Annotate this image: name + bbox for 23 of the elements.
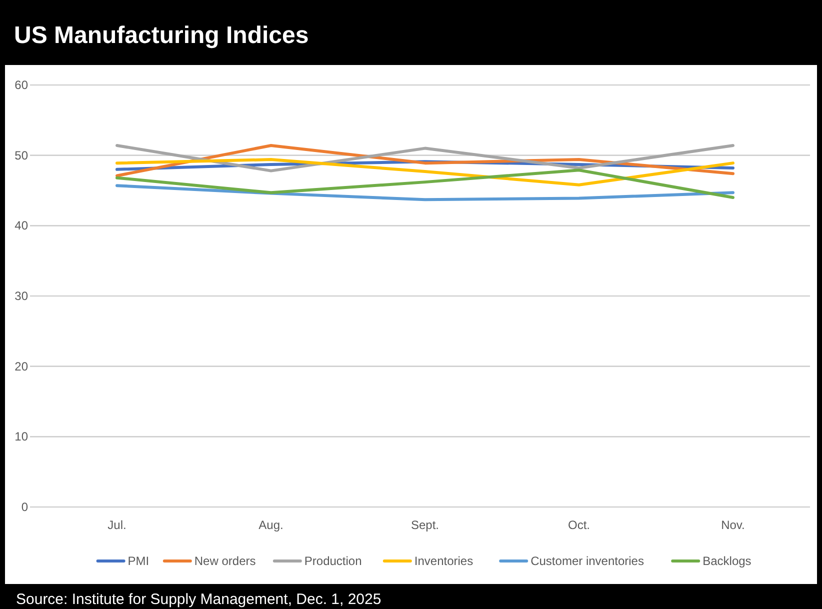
legend-label: New orders (194, 554, 256, 568)
legend-label: Inventories (414, 554, 474, 568)
x-tick-label: Sept. (410, 518, 440, 532)
line-series (116, 168, 734, 200)
x-tick-label: Aug. (258, 518, 284, 532)
y-tick-label: 20 (14, 359, 28, 374)
x-tick-label: Oct. (568, 518, 590, 532)
line-series (116, 184, 734, 202)
source-note: Source: Institute for Supply Management, Dec. 1, 2025 (16, 591, 382, 608)
legend-label: PMI (128, 554, 150, 568)
y-tick-label: 0 (21, 500, 28, 514)
y-tick-label: 50 (14, 148, 28, 162)
legend-label: Production (304, 554, 362, 568)
chart-title: US Manufacturing Indices (14, 22, 309, 49)
y-tick-label: 30 (14, 289, 28, 303)
y-tick-label: 40 (14, 218, 28, 233)
legend-label: Backlogs (702, 554, 752, 568)
x-tick-label: Nov. (721, 518, 745, 532)
y-tick-label: 60 (14, 78, 28, 92)
y-tick-label: 10 (14, 430, 28, 444)
line-series (116, 158, 734, 186)
legend-label: Customer inventories (530, 554, 644, 568)
x-tick-label: Jul. (108, 518, 126, 532)
